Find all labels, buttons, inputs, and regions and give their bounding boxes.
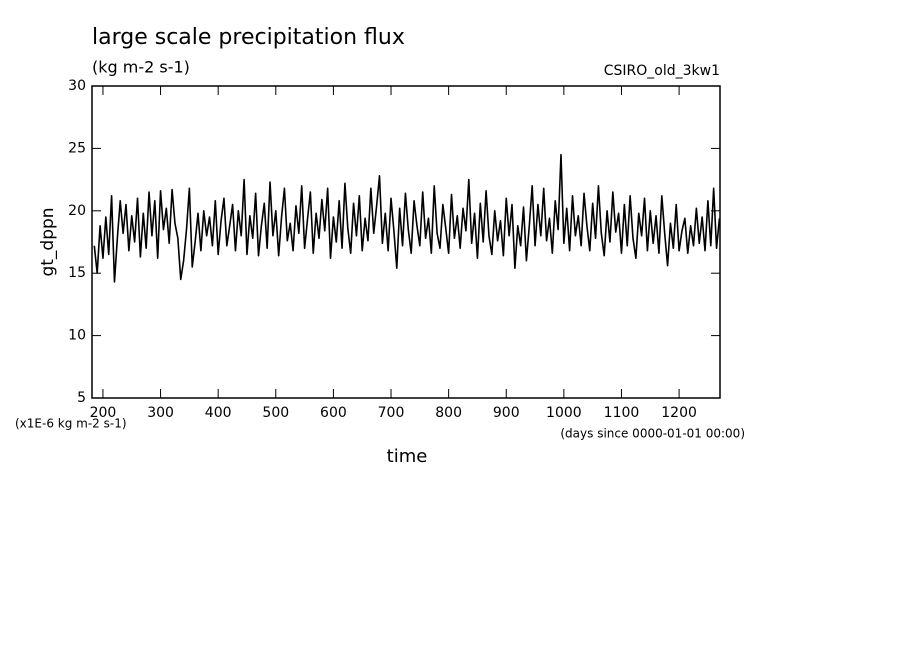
y-tick-label: 10 [68,328,86,344]
plot-frame [91,85,721,399]
x-tick-label: 1200 [661,405,697,421]
x-axis-label: time [387,446,428,467]
data-line [93,153,721,283]
y-tick-label: 20 [68,203,86,219]
y-tick-label: 15 [68,265,86,281]
x-tick-label: 200 [90,405,117,421]
x-units: (days since 0000-01-01 00:00) [560,427,745,441]
x-tick-label: 1100 [604,405,640,421]
y-axis-label: gt_dppn [38,207,58,276]
x-tick-label: 800 [435,405,462,421]
source-label: CSIRO_old_3kw1 [604,63,720,79]
x-tick-label: 900 [493,405,520,421]
chart-title: large scale precipitation flux [92,25,405,50]
y-tick-label: 30 [68,78,86,94]
x-tick-label: 300 [147,405,174,421]
x-tick-label: 400 [205,405,232,421]
chart-subtitle: (kg m-2 s-1) [92,58,190,77]
x-tick-label: 600 [320,405,347,421]
y-tick-label: 5 [77,390,86,406]
x-tick-label: 1000 [546,405,582,421]
y-tick-label: 25 [68,140,86,156]
y-units: (x1E-6 kg m-2 s-1) [15,417,127,431]
x-tick-label: 700 [378,405,405,421]
x-tick-label: 500 [262,405,289,421]
